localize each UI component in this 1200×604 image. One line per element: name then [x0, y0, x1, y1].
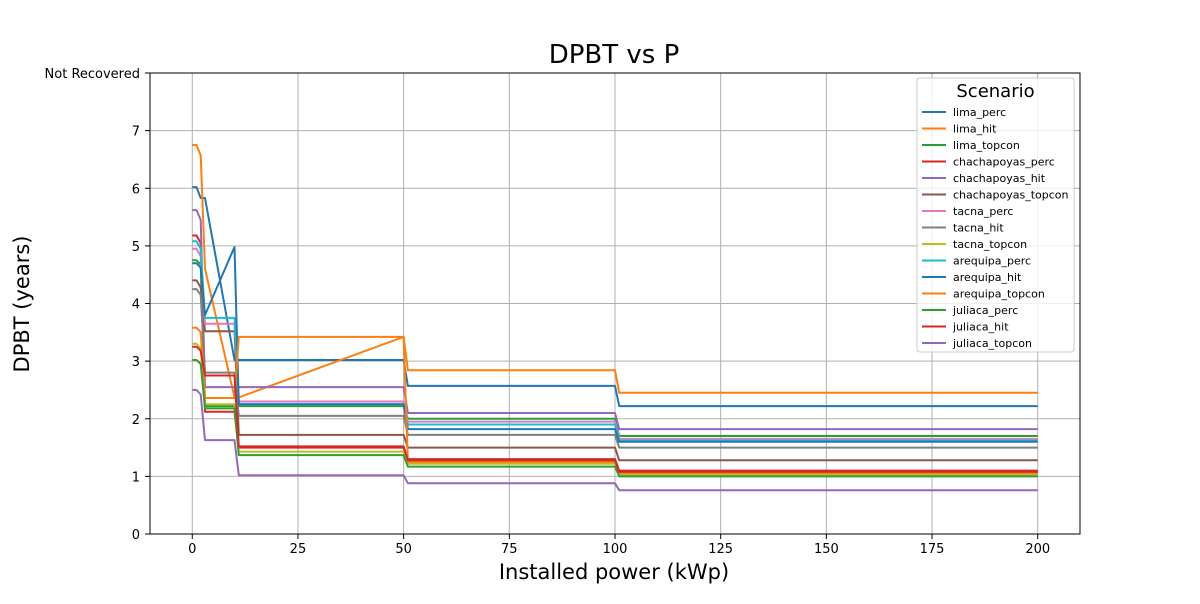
x-tick-label: 200 [1025, 542, 1050, 557]
chart-title: DPBT vs P [549, 40, 680, 70]
y-tick-label: 4 [132, 298, 140, 313]
legend-entry-label: lima_perc [953, 106, 1006, 119]
legend-entry-label: arequipa_topcon [953, 288, 1045, 301]
legend-entry-label: lima_hit [953, 123, 997, 136]
legend-entry-label: juliaca_perc [952, 304, 1018, 317]
legend: Scenario lima_perc lima_hit lima_topconchac… [916, 77, 1075, 353]
x-tick-label: 175 [920, 542, 945, 557]
x-tick-label: 0 [188, 542, 196, 557]
legend-entry-label: arequipa_hit [953, 271, 1022, 284]
x-tick-label: 50 [395, 542, 412, 557]
legend-entry-label: chachapoyas_hit [953, 172, 1046, 185]
legend-entry-label: chachapoyas_topcon [953, 189, 1069, 202]
y-axis-label: DPBT (years) [10, 236, 34, 373]
series-line-lima-perc [192, 186, 1038, 408]
x-tick-label: 75 [501, 542, 518, 557]
x-tick-label: 125 [708, 542, 733, 557]
ticks-layer: 0 25 50 75 100 125 150 175 200 0 1 2 3 4 5 6 7 Not Recove… [45, 67, 1051, 557]
y-tick-label: 6 [132, 182, 140, 197]
y-tick-label: 3 [132, 355, 140, 370]
y-tick-label: 1 [132, 470, 140, 485]
x-tick-label: 150 [814, 542, 839, 557]
y-tick-label: 5 [132, 240, 140, 255]
legend-entry-label: lima_topcon [953, 139, 1020, 152]
series-line-juliaca-topcon [192, 388, 1038, 492]
legend-title: Scenario [956, 81, 1034, 102]
y-tick-label: Not Recovered [45, 67, 140, 82]
y-tick-label: 2 [132, 413, 140, 428]
legend-entry-label: juliaca_topcon [952, 337, 1032, 350]
plot-frame [149, 72, 1081, 535]
legend-entry-label: arequipa_perc [953, 255, 1031, 268]
legend-box [916, 77, 1075, 353]
y-tick-label: 7 [132, 125, 140, 140]
legend-entry-label: juliaca_hit [952, 321, 1009, 334]
series-line-arequipa-hit [192, 246, 1038, 443]
series-line-juliaca-perc [192, 359, 1038, 478]
legend-entry-label: tacna_perc [953, 205, 1013, 218]
legend-entry-label: chachapoyas_perc [953, 156, 1055, 169]
series-line-juliaca-hit [192, 345, 1038, 473]
series-line-tacna-hit [192, 288, 1038, 449]
x-axis-label: Installed power (kWp) [499, 560, 729, 584]
y-tick-label: 0 [132, 528, 140, 543]
legend-entry-label: tacna_hit [953, 222, 1004, 235]
legend-entry-label: tacna_topcon [953, 238, 1027, 251]
series-layer [192, 144, 1038, 492]
x-tick-label: 25 [290, 542, 307, 557]
x-tick-label: 100 [603, 542, 628, 557]
